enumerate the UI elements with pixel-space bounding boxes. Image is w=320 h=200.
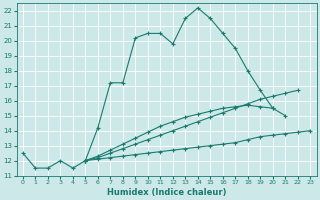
X-axis label: Humidex (Indice chaleur): Humidex (Indice chaleur) [107, 188, 226, 197]
